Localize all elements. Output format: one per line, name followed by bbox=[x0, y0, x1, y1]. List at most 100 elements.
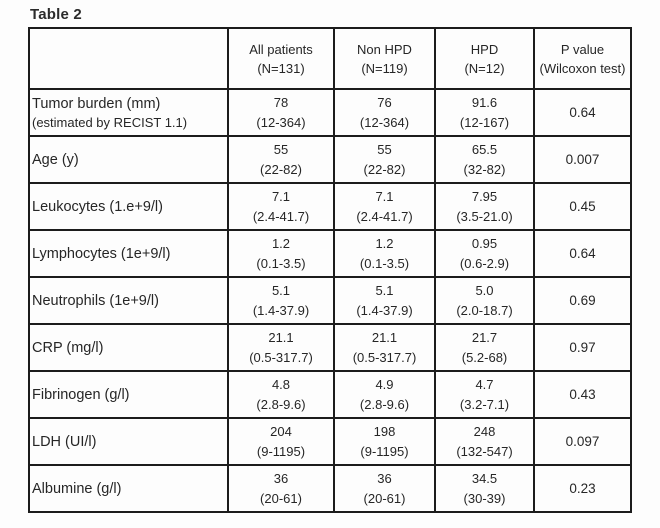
range-value: (30-39) bbox=[463, 490, 506, 506]
cell-non-hpd: 4.9 (2.8-9.6) bbox=[333, 370, 436, 419]
header-row: All patients (N=131) Non HPD (N=119) HPD… bbox=[28, 27, 632, 90]
row-header-cell: LDH (UI/l) bbox=[28, 417, 229, 466]
row-label: Age (y) bbox=[32, 151, 79, 168]
table-row-leukocytes: Leukocytes (1.e+9/l) 7.1 (2.4-41.7) 7.1 … bbox=[28, 182, 632, 231]
column-header-label: P value bbox=[560, 41, 605, 57]
cell-p-value: 0.64 bbox=[533, 88, 632, 137]
row-header-cell: Age (y) bbox=[28, 135, 229, 184]
row-label: Neutrophils (1e+9/l) bbox=[32, 292, 159, 309]
range-value: (2.8-9.6) bbox=[256, 396, 306, 412]
median-value: 21.1 bbox=[371, 329, 398, 345]
median-value: 5.1 bbox=[375, 282, 394, 298]
median-value: 65.5 bbox=[471, 141, 498, 157]
cell-non-hpd: 198 (9-1195) bbox=[333, 417, 436, 466]
range-value: (0.1-3.5) bbox=[359, 255, 410, 271]
range-value: (5.2-68) bbox=[461, 349, 508, 365]
median-value: 5.0 bbox=[475, 282, 494, 298]
cell-hpd: 34.5 (30-39) bbox=[434, 464, 535, 513]
median-value: 21.7 bbox=[471, 329, 498, 345]
median-value: 1.2 bbox=[271, 235, 291, 251]
cell-p-value: 0.97 bbox=[533, 323, 632, 372]
row-label: Lymphocytes (1e+9/l) bbox=[32, 245, 171, 262]
median-value: 91.6 bbox=[471, 94, 498, 110]
cell-p-value: 0.64 bbox=[533, 229, 632, 278]
column-header-p-value: P value (Wilcoxon test) bbox=[533, 27, 632, 90]
range-value: (0.6-2.9) bbox=[459, 255, 510, 271]
median-value: 0.95 bbox=[471, 235, 498, 251]
column-header-label: HPD bbox=[470, 41, 499, 57]
cell-non-hpd: 76 (12-364) bbox=[333, 88, 436, 137]
median-value: 4.8 bbox=[271, 376, 291, 392]
header-corner-cell bbox=[28, 27, 229, 90]
range-value: (0.1-3.5) bbox=[256, 255, 306, 271]
range-value: (12-364) bbox=[359, 114, 410, 130]
cell-all-patients: 1.2 (0.1-3.5) bbox=[227, 229, 335, 278]
cell-p-value: 0.69 bbox=[533, 276, 632, 325]
cell-all-patients: 4.8 (2.8-9.6) bbox=[227, 370, 335, 419]
range-value: (1.4-37.9) bbox=[252, 302, 310, 318]
median-value: 34.5 bbox=[471, 470, 498, 486]
table-row-fibrinogen: Fibrinogen (g/l) 4.8 (2.8-9.6) 4.9 (2.8-… bbox=[28, 370, 632, 419]
range-value: (12-167) bbox=[459, 114, 510, 130]
cell-hpd: 65.5 (32-82) bbox=[434, 135, 535, 184]
median-value: 198 bbox=[373, 423, 396, 439]
column-header-non-hpd: Non HPD (N=119) bbox=[333, 27, 436, 90]
column-header-label: Non HPD bbox=[357, 41, 412, 57]
cell-all-patients: 7.1 (2.4-41.7) bbox=[227, 182, 335, 231]
median-value: 21.1 bbox=[268, 329, 294, 345]
column-header-test: (Wilcoxon test) bbox=[539, 60, 626, 76]
row-header-cell: Lymphocytes (1e+9/l) bbox=[28, 229, 229, 278]
row-header-cell: Tumor burden (mm) (estimated by RECIST 1… bbox=[28, 88, 229, 137]
cell-p-value: 0.007 bbox=[533, 135, 632, 184]
median-value: 7.1 bbox=[375, 188, 394, 204]
range-value: (20-61) bbox=[260, 490, 302, 506]
cell-hpd: 91.6 (12-167) bbox=[434, 88, 535, 137]
range-value: (9-1195) bbox=[256, 443, 306, 459]
median-value: 55 bbox=[377, 141, 392, 157]
median-value: 36 bbox=[273, 470, 289, 486]
range-value: (132-547) bbox=[456, 443, 513, 459]
median-value: 4.9 bbox=[375, 376, 394, 392]
range-value: (2.4-41.7) bbox=[356, 208, 413, 224]
table-title: Table 2 bbox=[30, 6, 82, 23]
range-value: (0.5-317.7) bbox=[352, 349, 417, 365]
median-value: 204 bbox=[270, 423, 292, 439]
median-value: 248 bbox=[473, 423, 496, 439]
cell-hpd: 21.7 (5.2-68) bbox=[434, 323, 535, 372]
column-header-label: All patients bbox=[249, 41, 313, 57]
cell-all-patients: 204 (9-1195) bbox=[227, 417, 335, 466]
range-value: (3.2-7.1) bbox=[459, 396, 510, 412]
cell-all-patients: 78 (12-364) bbox=[227, 88, 335, 137]
median-value: 55 bbox=[273, 141, 289, 157]
range-value: (12-364) bbox=[256, 114, 306, 130]
cell-hpd: 5.0 (2.0-18.7) bbox=[434, 276, 535, 325]
cell-hpd: 4.7 (3.2-7.1) bbox=[434, 370, 535, 419]
table-row-neutrophils: Neutrophils (1e+9/l) 5.1 (1.4-37.9) 5.1 … bbox=[28, 276, 632, 325]
table-row-age: Age (y) 55 (22-82) 55 (22-82) 65.5 (32-8… bbox=[28, 135, 632, 184]
median-value: 78 bbox=[273, 94, 289, 110]
median-value: 7.1 bbox=[271, 188, 291, 204]
range-value: (20-61) bbox=[363, 490, 406, 506]
cell-all-patients: 5.1 (1.4-37.9) bbox=[227, 276, 335, 325]
row-label: Leukocytes (1.e+9/l) bbox=[32, 198, 163, 215]
median-value: 5.1 bbox=[271, 282, 291, 298]
cell-all-patients: 55 (22-82) bbox=[227, 135, 335, 184]
range-value: (1.4-37.9) bbox=[356, 302, 413, 318]
cell-hpd: 0.95 (0.6-2.9) bbox=[434, 229, 535, 278]
table-row-tumor-burden: Tumor burden (mm) (estimated by RECIST 1… bbox=[28, 88, 632, 137]
range-value: (2.8-9.6) bbox=[359, 396, 410, 412]
cell-p-value: 0.097 bbox=[533, 417, 632, 466]
range-value: (3.5-21.0) bbox=[456, 208, 513, 224]
row-header-cell: Albumine (g/l) bbox=[28, 464, 229, 513]
cell-p-value: 0.23 bbox=[533, 464, 632, 513]
column-header-all-patients: All patients (N=131) bbox=[227, 27, 335, 90]
median-value: 1.2 bbox=[375, 235, 394, 251]
median-value: 36 bbox=[377, 470, 392, 486]
cell-p-value: 0.43 bbox=[533, 370, 632, 419]
cell-all-patients: 21.1 (0.5-317.7) bbox=[227, 323, 335, 372]
range-value: (9-1195) bbox=[360, 443, 409, 459]
row-header-cell: Neutrophils (1e+9/l) bbox=[28, 276, 229, 325]
median-value: 7.95 bbox=[471, 188, 498, 204]
range-value: (22-82) bbox=[260, 161, 302, 177]
